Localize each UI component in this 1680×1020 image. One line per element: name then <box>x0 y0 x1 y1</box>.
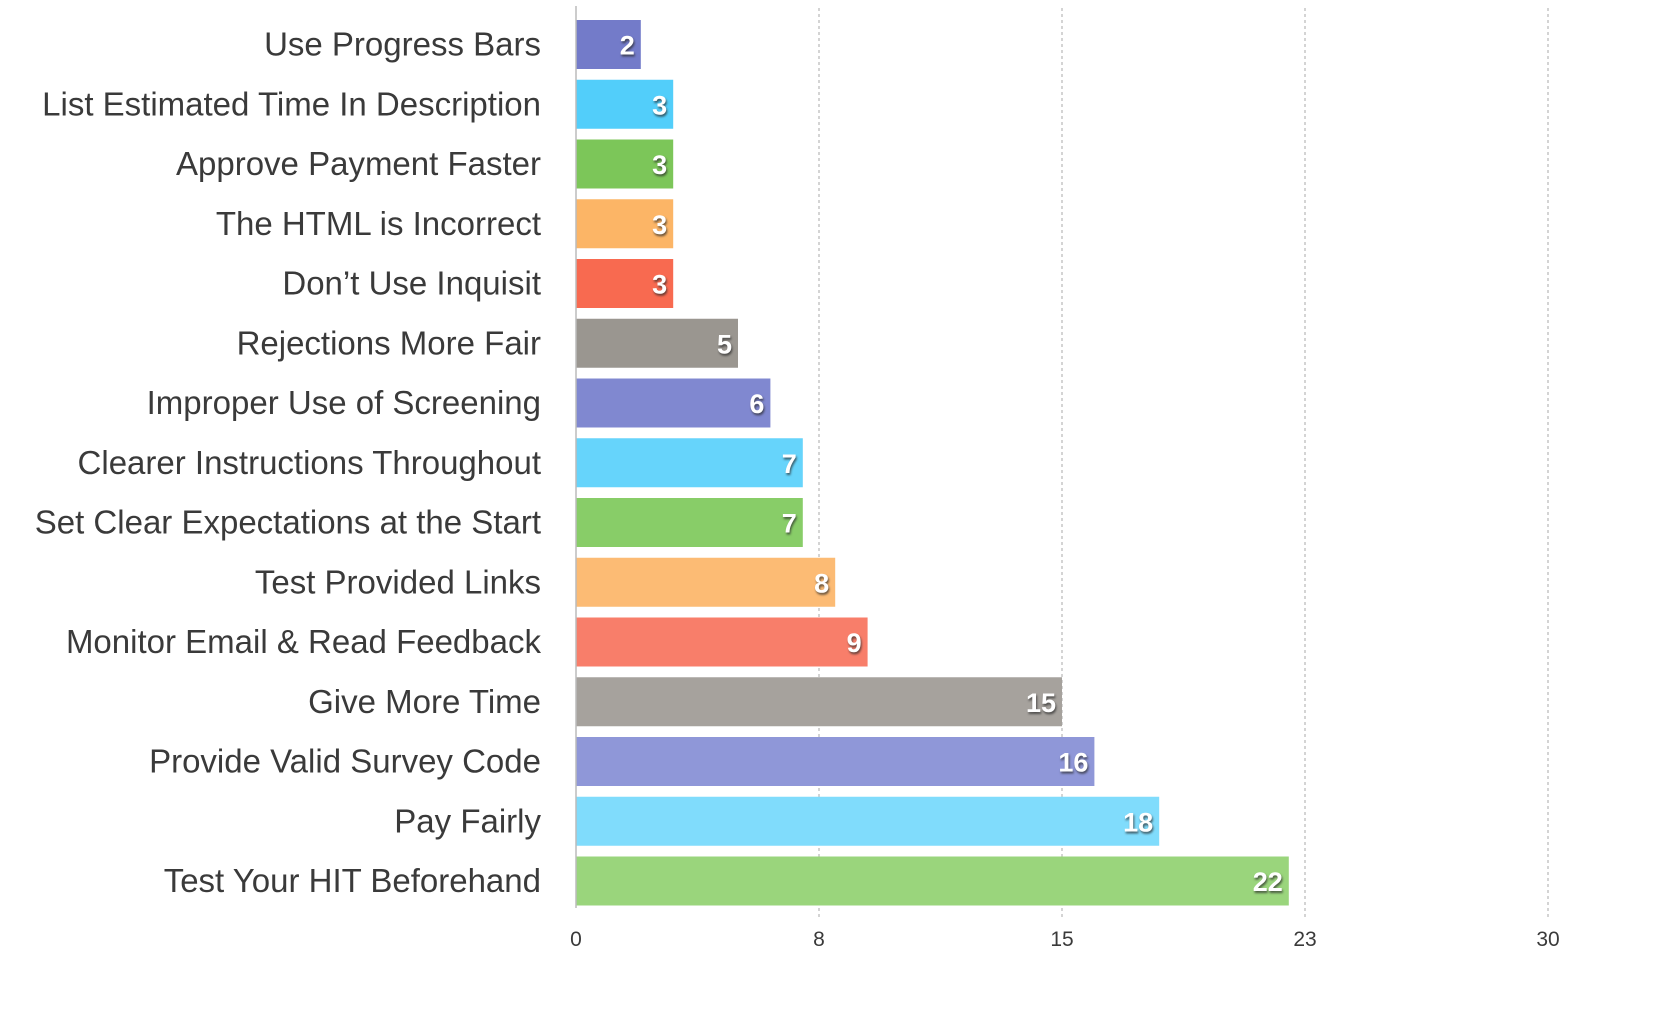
bar <box>576 737 1095 786</box>
category-label: The HTML is Incorrect <box>216 205 541 242</box>
category-label: Approve Payment Faster <box>176 145 541 182</box>
value-label: 3 <box>652 90 667 120</box>
bar <box>576 259 674 308</box>
x-tick-label: 0 <box>570 928 582 951</box>
bar <box>576 438 803 488</box>
value-label: 7 <box>782 449 797 479</box>
value-label: 5 <box>717 329 732 359</box>
value-label: 6 <box>749 389 764 419</box>
value-label: 3 <box>652 270 667 300</box>
value-label: 18 <box>1123 807 1153 837</box>
value-label: 16 <box>1058 748 1088 778</box>
value-label: 7 <box>782 509 797 539</box>
bar <box>576 378 771 428</box>
bar <box>576 139 674 189</box>
category-label: List Estimated Time In Description <box>42 85 541 122</box>
bar <box>576 557 836 607</box>
category-label: Clearer Instructions Throughout <box>78 444 541 481</box>
x-tick-label: 30 <box>1536 928 1559 951</box>
x-tick-label: 23 <box>1293 928 1316 951</box>
bar <box>576 617 868 667</box>
category-label: Pay Fairly <box>394 802 541 839</box>
x-tick-label: 8 <box>813 928 825 951</box>
category-label: Provide Valid Survey Code <box>149 743 541 780</box>
category-label: Give More Time <box>308 683 541 720</box>
value-label: 2 <box>620 31 635 61</box>
value-label: 3 <box>652 210 667 240</box>
category-label: Set Clear Expectations at the Start <box>35 504 541 541</box>
bar <box>576 20 641 69</box>
bar <box>576 677 1062 727</box>
value-label: 3 <box>652 150 667 180</box>
value-label: 9 <box>847 628 862 658</box>
category-label: Rejections More Fair <box>237 324 541 361</box>
category-label: Don’t Use Inquisit <box>282 265 541 302</box>
bar <box>576 199 674 249</box>
value-label: 22 <box>1253 867 1283 897</box>
category-label: Monitor Email & Read Feedback <box>66 623 542 660</box>
value-label: 8 <box>814 568 829 598</box>
bar <box>576 856 1289 906</box>
category-label: Use Progress Bars <box>264 26 541 63</box>
bar <box>576 79 674 129</box>
value-label: 15 <box>1026 688 1056 718</box>
bar <box>576 318 738 368</box>
category-label: Test Your HIT Beforehand <box>164 862 541 899</box>
bar <box>576 796 1160 846</box>
x-tick-label: 15 <box>1050 928 1073 951</box>
category-label: Test Provided Links <box>255 563 541 600</box>
category-label: Improper Use of Screening <box>147 384 541 421</box>
bar <box>576 498 803 547</box>
